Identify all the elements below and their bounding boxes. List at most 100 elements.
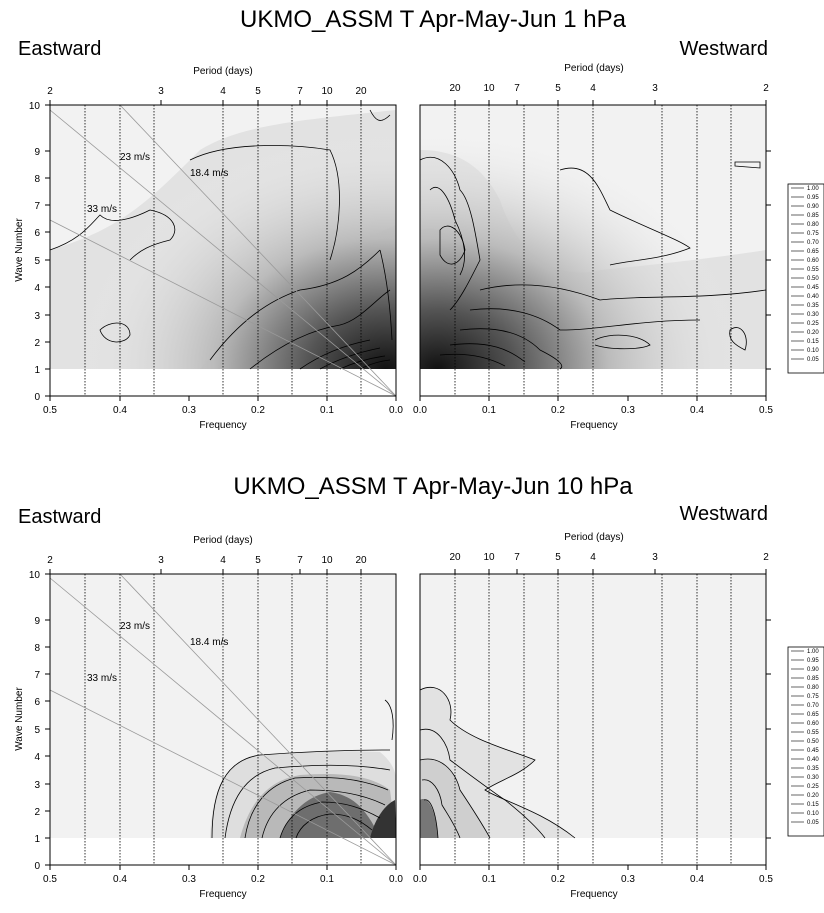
freq-tick: 0.5 xyxy=(43,874,57,885)
legend-label: 0.55 xyxy=(807,730,819,736)
westward-label: Westward xyxy=(679,503,768,525)
legend-label: 0.35 xyxy=(807,766,819,772)
freq-tick: 0.2 xyxy=(251,874,265,885)
legend-2: 1.00 0.95 0.90 0.85 0.80 0.75 0.70 0.65 0.60 0.55… xyxy=(787,646,824,837)
legend-label: 0.20 xyxy=(807,330,819,336)
period-tick: 7 xyxy=(297,86,303,97)
east-period-ticks-2: 2 3 4 5 7 10 20 xyxy=(47,555,367,574)
legend-label: 0.40 xyxy=(807,757,819,763)
freq-tick: 0.3 xyxy=(182,405,196,416)
chart-title: UKMO_ASSM T Apr-May-Jun 10 hPa xyxy=(233,473,633,500)
period-tick: 3 xyxy=(158,86,164,97)
freq-tick: 0.2 xyxy=(551,874,565,885)
freq-tick: 0.3 xyxy=(621,405,635,416)
east-plot-1: 23 m/s 18.4 m/s 33 m/s xyxy=(49,104,397,397)
period-tick: 10 xyxy=(321,86,333,97)
period-tick: 3 xyxy=(652,552,658,563)
period-gridlines-east-2 xyxy=(84,574,362,865)
legend-label: 0.35 xyxy=(807,303,819,309)
legend-label: 0.70 xyxy=(807,240,819,246)
period-gridlines-west-1 xyxy=(454,105,732,396)
period-tick: 10 xyxy=(483,552,495,563)
period-tick: 5 xyxy=(255,555,261,566)
period-axis-label-east: Period (days) xyxy=(193,535,252,546)
freq-tick: 0.0 xyxy=(389,405,403,416)
y-tick-1: 1 xyxy=(34,365,40,376)
contour-lines-east-2 xyxy=(211,699,394,839)
y-tick-8: 8 xyxy=(34,174,40,185)
legend-label: 0.75 xyxy=(807,231,819,237)
legend-label: 0.05 xyxy=(807,820,819,826)
freq-tick: 0.5 xyxy=(759,874,773,885)
y-tick-9: 9 xyxy=(34,147,40,158)
x-axis-label-west: Frequency xyxy=(570,889,617,900)
west-plot-2 xyxy=(419,573,771,866)
legend-label: 0.25 xyxy=(807,784,819,790)
legend-label: 0.60 xyxy=(807,721,819,727)
freq-tick: 0.0 xyxy=(389,874,403,885)
freq-tick: 0.3 xyxy=(621,874,635,885)
period-tick: 7 xyxy=(514,552,520,563)
y-tick-2: 2 xyxy=(34,807,40,818)
legend-label: 0.50 xyxy=(807,739,819,745)
y-tick-7: 7 xyxy=(34,201,40,212)
east-period-ticks-1: 2 3 4 5 7 10 20 xyxy=(47,86,367,105)
phase-label-23: 23 m/s xyxy=(120,152,150,163)
period-tick: 3 xyxy=(652,83,658,94)
phase-label-23: 23 m/s xyxy=(120,621,150,632)
period-tick: 3 xyxy=(158,555,164,566)
period-tick: 20 xyxy=(355,555,367,566)
y-tick-5: 5 xyxy=(34,256,40,267)
freq-tick: 0.1 xyxy=(320,874,334,885)
period-tick: 4 xyxy=(220,555,226,566)
legend-label: 1.00 xyxy=(807,649,819,655)
period-axis-label-west: Period (days) xyxy=(564,63,623,74)
x-axis-label-west: Frequency xyxy=(570,420,617,431)
y-tick-8: 8 xyxy=(34,643,40,654)
y-axis-1: 0 1 2 3 4 5 6 7 8 9 10 Wave Number xyxy=(14,101,50,403)
x-axis-label-east: Frequency xyxy=(199,420,246,431)
legend-label: 0.70 xyxy=(807,703,819,709)
y-tick-10: 10 xyxy=(29,570,41,581)
y-axis-label: Wave Number xyxy=(14,687,25,751)
legend-label: 0.05 xyxy=(807,357,819,363)
y-tick-7: 7 xyxy=(34,670,40,681)
y-axis-2: 0 1 2 3 4 5 6 7 8 9 10 Wave Number xyxy=(14,570,50,872)
period-tick: 10 xyxy=(483,83,495,94)
legend-label: 0.15 xyxy=(807,339,819,345)
y-tick-4: 4 xyxy=(34,283,40,294)
y-tick-1: 1 xyxy=(34,834,40,845)
freq-tick: 0.1 xyxy=(320,405,334,416)
legend-1: 1.00 0.95 0.90 0.85 0.80 0.75 0.70 0.65 0.60 0.55… xyxy=(787,183,824,374)
legend-label: 0.90 xyxy=(807,667,819,673)
legend-label: 0.95 xyxy=(807,658,819,664)
legend-label: 0.45 xyxy=(807,748,819,754)
period-tick: 7 xyxy=(297,555,303,566)
y-tick-6: 6 xyxy=(34,697,40,708)
y-tick-0: 0 xyxy=(34,861,40,872)
panel-1: UKMO_ASSM T Apr-May-Jun 1 hPa Eastward W… xyxy=(14,6,824,431)
west-frequency-ticks-1: 0.0 0.1 0.2 0.3 0.4 0.5 Frequency xyxy=(413,396,773,431)
period-tick: 5 xyxy=(555,83,561,94)
x-axis-label-east: Frequency xyxy=(199,889,246,900)
contour-lines-east-1 xyxy=(49,109,393,370)
west-period-ticks-1: 20 10 7 5 4 3 2 xyxy=(449,83,769,105)
period-tick: 20 xyxy=(449,552,461,563)
freq-tick: 0.4 xyxy=(690,405,704,416)
legend-label: 0.45 xyxy=(807,285,819,291)
phase-speed-lines-east-2 xyxy=(49,573,397,866)
east-frequency-ticks-2: 0.5 0.4 0.3 0.2 0.1 0.0 Frequency xyxy=(43,865,403,900)
legend-label: 1.00 xyxy=(807,186,819,192)
freq-tick: 0.2 xyxy=(251,405,265,416)
west-frequency-ticks-2: 0.0 0.1 0.2 0.3 0.4 0.5 Frequency xyxy=(413,865,773,900)
period-tick: 7 xyxy=(514,83,520,94)
y-tick-9: 9 xyxy=(34,616,40,627)
freq-tick: 0.0 xyxy=(413,874,427,885)
y-tick-4: 4 xyxy=(34,752,40,763)
legend-label: 0.90 xyxy=(807,204,819,210)
legend-label: 0.80 xyxy=(807,685,819,691)
period-tick: 2 xyxy=(47,86,53,97)
legend-label: 0.65 xyxy=(807,712,819,718)
freq-tick: 0.3 xyxy=(182,874,196,885)
